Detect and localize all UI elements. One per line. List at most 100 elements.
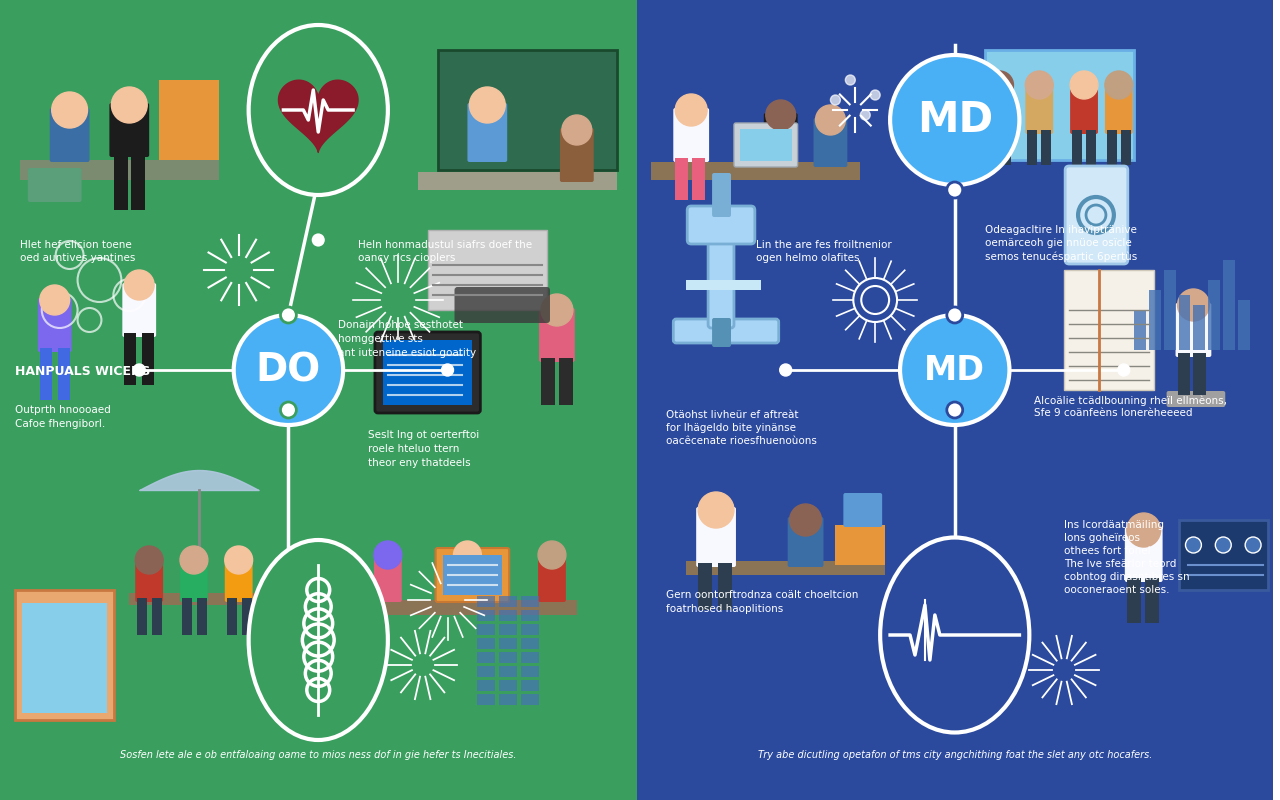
FancyBboxPatch shape — [1179, 295, 1190, 350]
FancyBboxPatch shape — [109, 103, 150, 157]
Circle shape — [860, 110, 870, 120]
FancyBboxPatch shape — [521, 666, 539, 677]
FancyBboxPatch shape — [1073, 130, 1082, 165]
FancyBboxPatch shape — [521, 624, 539, 635]
Ellipse shape — [248, 540, 388, 740]
FancyBboxPatch shape — [1238, 300, 1251, 350]
Circle shape — [310, 232, 326, 248]
FancyBboxPatch shape — [225, 556, 252, 602]
Circle shape — [1105, 71, 1133, 99]
Text: MD: MD — [924, 354, 986, 386]
Circle shape — [1025, 71, 1053, 99]
Text: Heln honmadustul siafrs doef the: Heln honmadustul siafrs doef the — [358, 240, 532, 250]
Text: lons goheïreos: lons goheïreos — [1064, 533, 1140, 543]
FancyBboxPatch shape — [142, 333, 154, 385]
Circle shape — [1215, 537, 1231, 553]
Circle shape — [947, 307, 963, 323]
Text: ogen helmo olafites: ogen helmo olafites — [756, 253, 859, 263]
FancyBboxPatch shape — [477, 652, 495, 663]
Circle shape — [1126, 513, 1161, 547]
FancyBboxPatch shape — [1064, 270, 1153, 390]
Circle shape — [562, 115, 591, 145]
FancyBboxPatch shape — [1164, 270, 1175, 350]
Text: Sosfen lete ale e ob entfaloaing oame to mios ness dof in gie hefer ts Inecitial: Sosfen lete ale e ob entfaloaing oame to… — [120, 750, 517, 760]
FancyBboxPatch shape — [15, 590, 114, 720]
Text: Alcoälie tcädlbouning rheïl ellmèons,: Alcoälie tcädlbouning rheïl ellmèons, — [1034, 395, 1228, 406]
Circle shape — [780, 364, 791, 376]
FancyBboxPatch shape — [984, 50, 1134, 160]
FancyBboxPatch shape — [733, 123, 797, 167]
Circle shape — [234, 315, 343, 425]
FancyBboxPatch shape — [1144, 578, 1158, 623]
FancyBboxPatch shape — [58, 348, 69, 400]
FancyBboxPatch shape — [38, 298, 72, 352]
Circle shape — [442, 364, 453, 376]
FancyBboxPatch shape — [1166, 391, 1225, 407]
FancyBboxPatch shape — [477, 680, 495, 691]
FancyBboxPatch shape — [40, 348, 51, 400]
Text: oacêcenate rioesfhuenoùons: oacêcenate rioesfhuenoùons — [667, 436, 817, 446]
Text: Ins Icordäatmäiling: Ins Icordäatmäiling — [1064, 520, 1164, 530]
FancyBboxPatch shape — [538, 552, 566, 602]
FancyBboxPatch shape — [454, 287, 550, 323]
FancyBboxPatch shape — [227, 598, 237, 635]
Text: oed auntives yantines: oed auntives yantines — [20, 253, 136, 263]
FancyBboxPatch shape — [814, 118, 847, 167]
FancyBboxPatch shape — [477, 624, 495, 635]
FancyBboxPatch shape — [124, 333, 136, 385]
Ellipse shape — [248, 25, 388, 195]
FancyBboxPatch shape — [559, 358, 573, 405]
FancyBboxPatch shape — [1148, 290, 1161, 350]
FancyBboxPatch shape — [698, 563, 712, 610]
Circle shape — [538, 541, 566, 569]
Circle shape — [1185, 537, 1202, 553]
Circle shape — [124, 270, 154, 300]
Circle shape — [1070, 71, 1098, 99]
FancyBboxPatch shape — [1208, 280, 1220, 350]
Circle shape — [111, 87, 147, 123]
Text: HANPUALS WICENS: HANPUALS WICENS — [15, 365, 150, 378]
FancyBboxPatch shape — [764, 113, 797, 164]
FancyBboxPatch shape — [1175, 303, 1211, 357]
Text: Try abe dicutling opetafon of tms city angchithing foat the slet any otc hocafer: Try abe dicutling opetafon of tms city a… — [758, 750, 1152, 760]
FancyBboxPatch shape — [1065, 166, 1128, 264]
FancyBboxPatch shape — [712, 318, 731, 347]
FancyBboxPatch shape — [986, 82, 1014, 134]
Text: MD: MD — [916, 99, 993, 141]
FancyBboxPatch shape — [123, 283, 156, 337]
FancyBboxPatch shape — [1224, 260, 1235, 350]
FancyBboxPatch shape — [28, 168, 82, 202]
FancyBboxPatch shape — [521, 638, 539, 649]
Circle shape — [225, 546, 252, 574]
Text: Seslt Ing ot oerterftoi
roele hteluo ttern
theor eny thatdeels: Seslt Ing ot oerterftoi roele hteluo tte… — [367, 430, 479, 468]
Circle shape — [845, 75, 855, 85]
FancyBboxPatch shape — [197, 598, 207, 635]
Circle shape — [280, 402, 297, 418]
FancyBboxPatch shape — [1193, 305, 1206, 350]
FancyBboxPatch shape — [499, 624, 517, 635]
Text: DO: DO — [256, 351, 321, 389]
FancyBboxPatch shape — [129, 593, 269, 605]
FancyBboxPatch shape — [499, 652, 517, 663]
Circle shape — [40, 285, 69, 315]
FancyBboxPatch shape — [428, 230, 547, 310]
Circle shape — [541, 294, 573, 326]
FancyBboxPatch shape — [787, 517, 823, 567]
FancyBboxPatch shape — [477, 666, 495, 677]
FancyBboxPatch shape — [686, 280, 760, 290]
Circle shape — [470, 87, 506, 123]
FancyBboxPatch shape — [836, 525, 886, 565]
Circle shape — [1245, 537, 1261, 553]
Text: oemärceoh gie nnüoe osïcle: oemärceoh gie nnüoe osïcle — [984, 238, 1132, 248]
Circle shape — [986, 71, 1014, 99]
FancyBboxPatch shape — [383, 340, 472, 405]
FancyBboxPatch shape — [182, 598, 192, 635]
FancyBboxPatch shape — [50, 108, 90, 162]
FancyBboxPatch shape — [0, 0, 636, 800]
FancyBboxPatch shape — [696, 507, 736, 567]
Circle shape — [870, 90, 881, 100]
FancyBboxPatch shape — [673, 108, 709, 162]
FancyBboxPatch shape — [499, 610, 517, 621]
FancyBboxPatch shape — [1025, 82, 1053, 134]
FancyBboxPatch shape — [740, 129, 791, 161]
